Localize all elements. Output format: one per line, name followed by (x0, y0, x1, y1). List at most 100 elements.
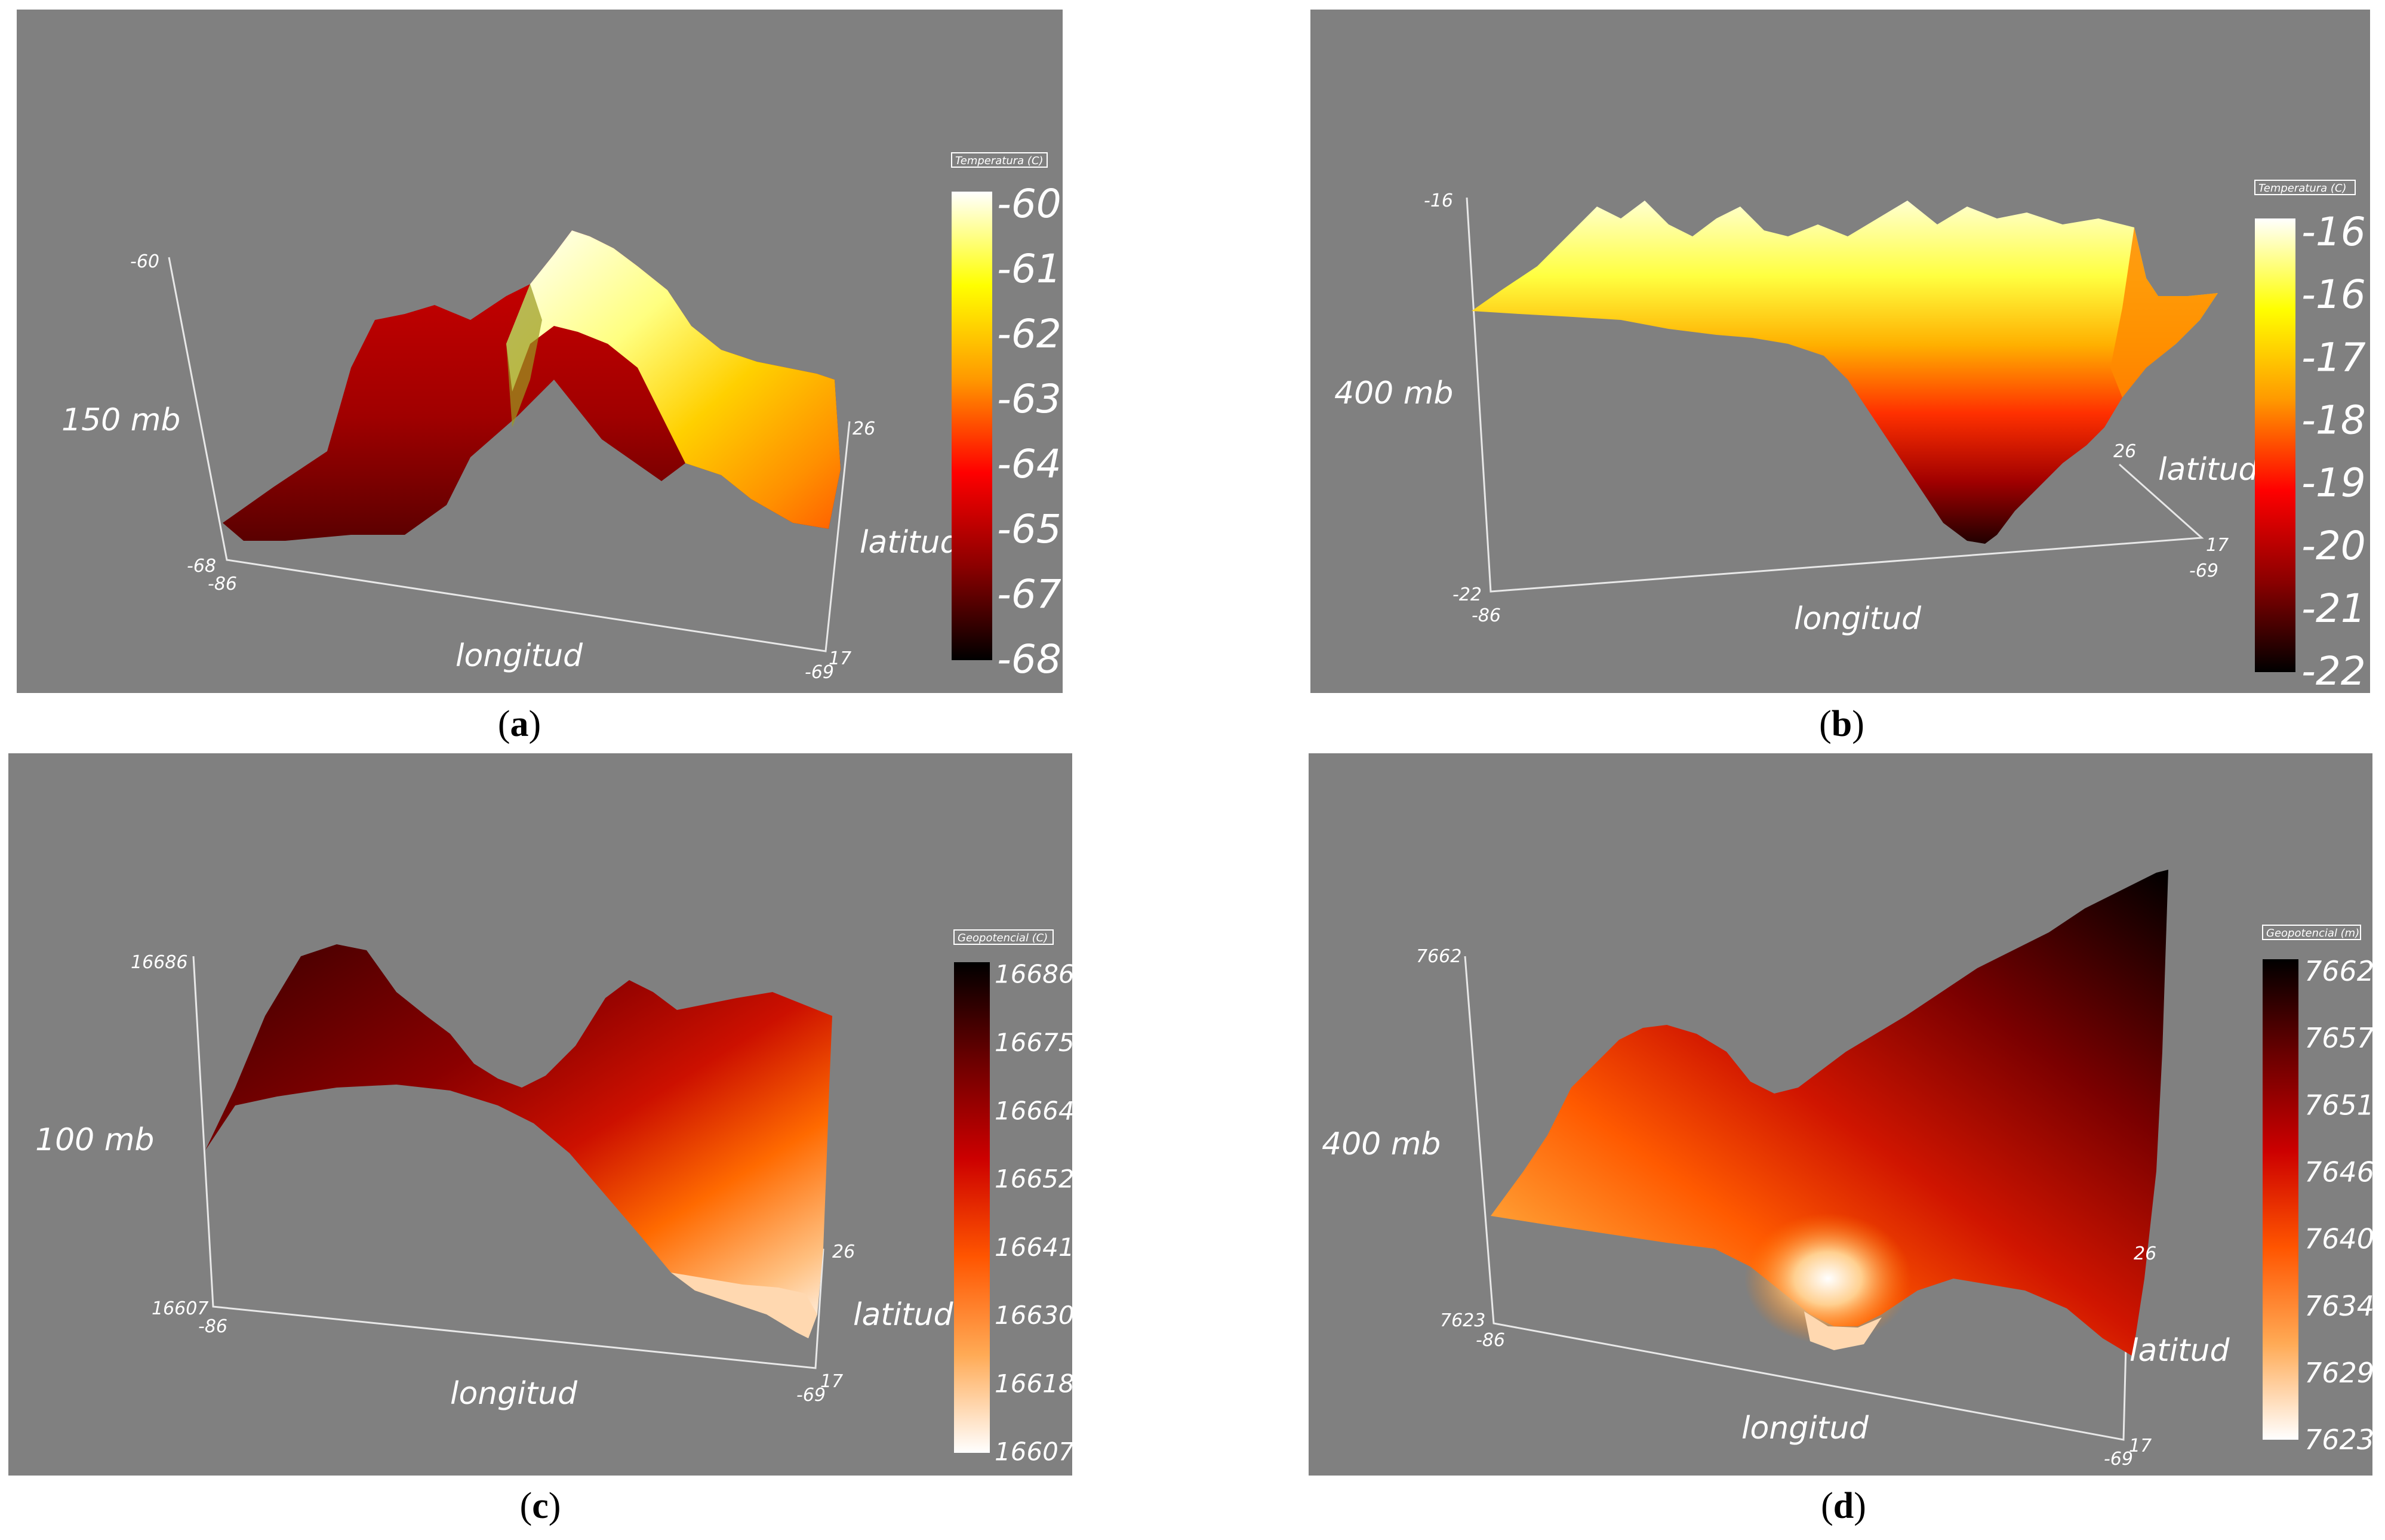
colorbar-tick-label: -22 (2301, 648, 2366, 693)
axes-c (192, 956, 824, 1369)
x-tick-left-c: -86 (198, 1316, 227, 1337)
panel-b-svg: -16 -22 -86 -69 17 26 400 mb longitud la… (1334, 180, 2366, 693)
colorbar-tick-label: 7662 (2304, 955, 2372, 987)
level-label-c: 100 mb (35, 1122, 154, 1158)
level-label-a: 150 mb (61, 402, 180, 438)
colorbar-title-box-a (951, 152, 1048, 168)
colorbar-tick-label: -60 (997, 181, 1061, 227)
xlabel-a: longitud (456, 638, 583, 674)
caption-c-letter: c (532, 1486, 549, 1526)
axis-ticks-b: -16 -22 -86 -69 17 26 (1424, 190, 2229, 626)
colorbar-tick-label: -16 (2301, 209, 2366, 255)
colorbar-tick-label: -16 (2301, 272, 2366, 318)
colorbar-title-b: Temperatura (C) (2258, 182, 2347, 195)
colorbar-tick-label: 7640 (2304, 1223, 2372, 1255)
x-tick-right-c: -69 (796, 1385, 826, 1406)
z-tick-bottom-b: -22 (1452, 584, 1482, 605)
ylabel-a: latitud (860, 525, 960, 560)
caption-b-letter: b (1831, 704, 1852, 744)
colorbar-ticks-a: -60 -61 -62 -63 -64 -65 -67 -68 (997, 181, 1061, 682)
caption-a: (a) (497, 704, 541, 744)
colorbar-tick-label: -63 (997, 376, 1061, 422)
colorbar-tick-label: 16652 (995, 1165, 1072, 1194)
ylabel-b: latitud (2158, 452, 2258, 488)
surface-c (205, 944, 832, 1338)
colorbar-tick-label: -19 (2301, 460, 2366, 506)
caption-d: (d) (1821, 1486, 1866, 1526)
colorbar-title-c: Geopotencial (C) (958, 932, 1048, 944)
colorbar-d: Geopotencial (m) 7662 7657 7651 7646 7640 763… (2262, 925, 2372, 1456)
panel-c: 16686 16607 -86 -69 17 26 100 mb longitu… (8, 753, 1072, 1476)
z-tick-top-c: 16686 (131, 952, 187, 973)
xlabel-d: longitud (1741, 1410, 1869, 1446)
colorbar-tick-label: -62 (997, 311, 1061, 357)
colorbar-a: Temperatura (C) -60 -61 -62 -63 -64 -65 -67 -68 (951, 152, 1061, 682)
colorbar-tick-label: -61 (997, 246, 1061, 292)
y-tick-low-d: 17 (2129, 1436, 2152, 1456)
panel-c-svg: 16686 16607 -86 -69 17 26 100 mb longitu… (35, 929, 1072, 1467)
z-tick-bottom-a: -68 (187, 556, 216, 577)
colorbar-title-box-c (953, 929, 1054, 945)
z-tick-top-a: -60 (130, 251, 159, 272)
colorbar-tick-label: 16641 (995, 1233, 1072, 1262)
axes-a (168, 257, 851, 652)
colorbar-bar-d (2263, 959, 2298, 1440)
colorbar-ticks-c: 16686 16675 16664 16652 16641 16630 16618 16607 (995, 960, 1072, 1467)
z-tick-bottom-d: 7623 (1440, 1310, 1485, 1331)
panel-b: -16 -22 -86 -69 17 26 400 mb longitud la… (1310, 10, 2370, 693)
y-tick-low-a: 17 (829, 648, 851, 669)
colorbar-tick-label: 7629 (2304, 1357, 2372, 1389)
colorbar-b: Temperatura (C) -16 -16 -17 -18 -19 -20 -21 -22 (2254, 180, 2366, 693)
colorbar-bar-a (952, 192, 992, 660)
caption-b: (b) (1819, 704, 1864, 744)
axis-ticks-a: -60 -68 -86 -69 17 26 (130, 251, 875, 683)
panel-d-svg: 7662 7623 -86 -69 17 26 400 mb longitud … (1322, 870, 2372, 1470)
colorbar-tick-label: -18 (2301, 398, 2366, 443)
colorbar-tick-label: -68 (997, 636, 1061, 682)
x-tick-left-d: -86 (1476, 1330, 1505, 1351)
y-tick-high-b: 26 (2113, 441, 2136, 462)
colorbar-tick-label: 16630 (995, 1301, 1072, 1330)
surface-d (1491, 870, 2168, 1356)
y-tick-high-c: 26 (832, 1242, 855, 1262)
y-tick-high-d: 26 (2134, 1243, 2156, 1264)
panel-d: 7662 7623 -86 -69 17 26 400 mb longitud … (1309, 753, 2372, 1476)
ylabel-c: latitud (853, 1297, 953, 1333)
colorbar-tick-label: 16675 (995, 1028, 1072, 1057)
colorbar-tick-label: 7651 (2304, 1089, 2372, 1121)
y-tick-low-b: 17 (2206, 535, 2229, 556)
colorbar-bar-c (954, 962, 990, 1453)
x-tick-left-b: -86 (1472, 605, 1501, 626)
colorbar-tick-label: -65 (997, 506, 1061, 552)
colorbar-title-box-d (2262, 925, 2361, 940)
level-label-b: 400 mb (1334, 375, 1453, 411)
colorbar-tick-label: -17 (2301, 334, 2366, 380)
x-tick-left-a: -86 (208, 574, 237, 595)
colorbar-tick-label: -67 (997, 571, 1061, 617)
colorbar-tick-label: 7646 (2304, 1156, 2372, 1188)
colorbar-tick-label: -21 (2301, 586, 2366, 632)
caption-a-letter: a (510, 704, 529, 744)
colorbar-tick-label: 16618 (995, 1369, 1072, 1398)
axis-ticks-c: 16686 16607 -86 -69 17 26 (131, 952, 855, 1406)
colorbar-tick-label: -64 (997, 441, 1061, 487)
z-tick-top-d: 7662 (1416, 946, 1461, 967)
colorbar-title-box-b (2254, 180, 2356, 195)
xlabel-c: longitud (450, 1376, 578, 1412)
colorbar-ticks-b: -16 -16 -17 -18 -19 -20 -21 -22 (2301, 209, 2366, 693)
colorbar-tick-label: 16686 (995, 960, 1072, 989)
colorbar-c: Geopotencial (C) 16686 16675 16664 16652 166… (953, 929, 1072, 1467)
colorbar-tick-label: 16664 (995, 1096, 1072, 1125)
x-tick-right-a: -69 (805, 662, 834, 683)
level-label-d: 400 mb (1322, 1126, 1441, 1162)
panel-a-svg: -60 -68 -86 -69 17 26 150 mb longitud la… (61, 152, 1061, 683)
colorbar-tick-label: 7634 (2304, 1290, 2372, 1322)
axes-b (1466, 197, 2204, 593)
colorbar-tick-label: -20 (2301, 523, 2366, 569)
caption-d-letter: d (1833, 1486, 1854, 1526)
colorbar-ticks-d: 7662 7657 7651 7646 7640 7634 7629 7623 (2304, 955, 2372, 1456)
colorbar-tick-label: 7657 (2304, 1022, 2372, 1054)
colorbar-title-a: Temperatura (C) (955, 155, 1044, 167)
panel-a: -60 -68 -86 -69 17 26 150 mb longitud la… (17, 10, 1063, 693)
surface-a (223, 230, 841, 541)
